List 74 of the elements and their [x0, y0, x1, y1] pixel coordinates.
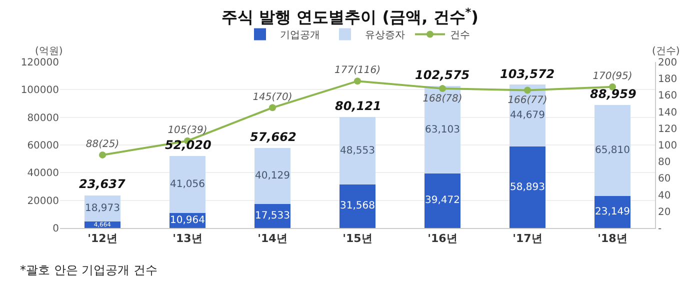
- data-label: 17,533: [255, 210, 290, 222]
- x-tick-label: '13년: [172, 232, 202, 246]
- legend-label: 건수: [450, 30, 470, 42]
- y-tick-label: 0: [52, 224, 59, 234]
- bar: [594, 196, 630, 228]
- total-label: 52,020: [165, 138, 212, 152]
- y2-tick-label: 60: [658, 174, 671, 185]
- bar: [424, 173, 460, 228]
- data-label: 145(70): [252, 92, 292, 103]
- point: [354, 78, 361, 85]
- data-label: 10,964: [170, 214, 205, 226]
- total-label: 88,959: [590, 87, 636, 101]
- x-tick-label: '14년: [258, 232, 288, 246]
- total-label: 102,575: [415, 68, 470, 82]
- y2-tick-label: 140: [658, 107, 678, 118]
- data-label: 39,472: [425, 195, 460, 206]
- y-tick-label: 20000: [27, 196, 59, 207]
- data-label: 58,893: [510, 182, 545, 193]
- data-label: 63,103: [425, 124, 460, 136]
- total-label: 80,121: [335, 99, 382, 113]
- legend-label: 기업공개: [280, 30, 320, 42]
- data-label: 44,679: [510, 110, 545, 122]
- bar: [424, 86, 460, 174]
- legend-label: 유상증자: [365, 30, 405, 42]
- bar: [254, 148, 290, 204]
- data-label: 170(95): [592, 71, 632, 82]
- total-label: 103,572: [500, 67, 555, 81]
- bar: [340, 184, 376, 228]
- total-label: 23,637: [79, 177, 126, 191]
- point: [439, 85, 446, 92]
- y-tick-label: 60000: [27, 140, 59, 152]
- data-label: 31,568: [340, 200, 375, 212]
- bar: [510, 146, 546, 228]
- total-label: 57,662: [250, 130, 296, 144]
- x-tick-label: '12년: [88, 232, 118, 246]
- bar: [510, 84, 546, 147]
- y2-tick-label: 80: [658, 157, 671, 168]
- data-label: 23,149: [595, 206, 630, 218]
- point: [524, 86, 531, 94]
- data-label: 166(77): [508, 95, 548, 106]
- y2-axis-title: (건수): [652, 46, 680, 57]
- y-axis-title: (억원): [35, 46, 63, 57]
- point: [99, 151, 106, 158]
- y2-tick-label: 160: [658, 90, 678, 102]
- y-tick-label: 100000: [20, 85, 59, 96]
- x-tick-label: '16년: [428, 232, 458, 246]
- data-label: 48,553: [340, 145, 375, 156]
- bar: [170, 156, 206, 213]
- data-label: 18,973: [85, 202, 120, 214]
- bar: [340, 117, 376, 184]
- x-tick-label: '18년: [598, 232, 628, 246]
- y2-tick-label: 20: [658, 206, 671, 218]
- y2-tick-label: 180: [658, 74, 678, 86]
- data-label: 177(116): [334, 65, 380, 76]
- data-label: 40,129: [255, 170, 290, 182]
- y-tick-label: 120000: [20, 58, 59, 68]
- data-label: 65,810: [595, 144, 630, 156]
- y-tick-label: 40000: [27, 168, 59, 180]
- data-label: 41,056: [170, 178, 205, 190]
- data-label: 105(39): [168, 124, 208, 136]
- y2-tick-label: 200: [658, 58, 678, 68]
- text: *괄호 안은 기업공개 건수: [20, 263, 158, 277]
- data-label: 88(25): [86, 139, 120, 150]
- y2-tick-label: 40: [658, 190, 671, 202]
- y-tick-label: 80000: [27, 112, 59, 124]
- chart-title: 주식 발행 연도별추이 (금액, 건수$^{*}$): [222, 6, 478, 27]
- x-tick-label: '15년: [342, 232, 372, 246]
- bar: [594, 104, 630, 196]
- x-tick-label: '17년: [512, 232, 542, 246]
- y2-tick-label: -: [658, 224, 662, 234]
- y2-tick-label: 120: [658, 124, 678, 135]
- y2-tick-label: 100: [658, 140, 678, 152]
- point: [269, 104, 276, 112]
- data-label: 168(78): [422, 93, 462, 104]
